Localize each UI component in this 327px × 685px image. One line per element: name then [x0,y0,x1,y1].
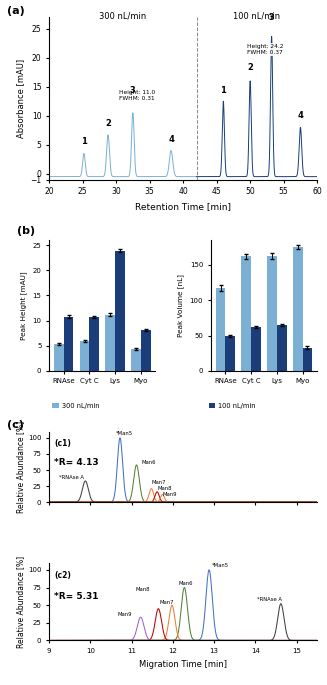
Bar [141,330,151,371]
Y-axis label: Absorbance [mAU]: Absorbance [mAU] [16,59,25,138]
Text: *R= 5.31: *R= 5.31 [54,593,99,601]
Text: Man8: Man8 [136,588,150,593]
Bar [89,317,99,371]
Bar [131,349,141,371]
Text: 2: 2 [247,63,253,72]
Text: 3: 3 [130,86,136,95]
Text: Man6: Man6 [142,460,156,465]
Y-axis label: Relative Abundance [%]: Relative Abundance [%] [16,556,25,648]
Text: 3: 3 [269,13,274,22]
Text: 4: 4 [168,134,174,144]
X-axis label: Migration Time [min]: Migration Time [min] [139,660,227,669]
Text: Man8: Man8 [157,486,172,490]
Bar [79,341,89,371]
Text: *Man5: *Man5 [212,563,229,568]
Bar [241,256,251,371]
Bar [251,327,261,371]
Text: 100 nL/min: 100 nL/min [233,11,281,21]
Bar [302,347,312,371]
Text: *RNAse A: *RNAse A [60,475,84,480]
Bar [64,316,74,371]
Bar [215,288,225,371]
Bar [105,314,115,371]
Bar [277,325,287,371]
Text: *RNAse A: *RNAse A [257,597,283,601]
Text: 1: 1 [220,86,226,95]
X-axis label: Retention Time [min]: Retention Time [min] [135,201,231,211]
Text: Man9: Man9 [117,612,131,617]
Y-axis label: Peak Height [mAU]: Peak Height [mAU] [20,271,27,340]
Bar [267,256,277,371]
Text: Man6: Man6 [179,581,194,586]
Text: Man9: Man9 [163,492,177,497]
Text: (c): (c) [8,420,25,430]
Text: 1: 1 [81,137,87,146]
Y-axis label: Peak Volume [nL]: Peak Volume [nL] [177,274,184,337]
Y-axis label: Relative Abundance [%]: Relative Abundance [%] [16,421,25,513]
Text: (c2): (c2) [54,571,71,580]
Bar [293,247,302,371]
Text: 300 nL/min: 300 nL/min [99,11,146,21]
Bar [115,251,125,371]
Text: Height: 24.2
FWHM: 0.37: Height: 24.2 FWHM: 0.37 [247,44,283,55]
Text: *R= 4.13: *R= 4.13 [54,458,99,467]
Text: Height: 11.0
FWHM: 0.31: Height: 11.0 FWHM: 0.31 [119,90,156,101]
Bar [54,344,64,371]
Text: Man7: Man7 [151,479,166,485]
Legend: 100 nL/min: 100 nL/min [209,403,256,409]
Text: (b): (b) [17,225,35,236]
Text: 4: 4 [298,112,303,121]
Text: 2: 2 [105,119,111,129]
Bar [225,336,235,371]
Legend: 300 nL/min: 300 nL/min [52,403,99,409]
Text: (a): (a) [8,6,25,16]
Text: Man7: Man7 [160,600,174,605]
Text: (c1): (c1) [54,438,71,447]
Text: *Man5: *Man5 [116,431,133,436]
